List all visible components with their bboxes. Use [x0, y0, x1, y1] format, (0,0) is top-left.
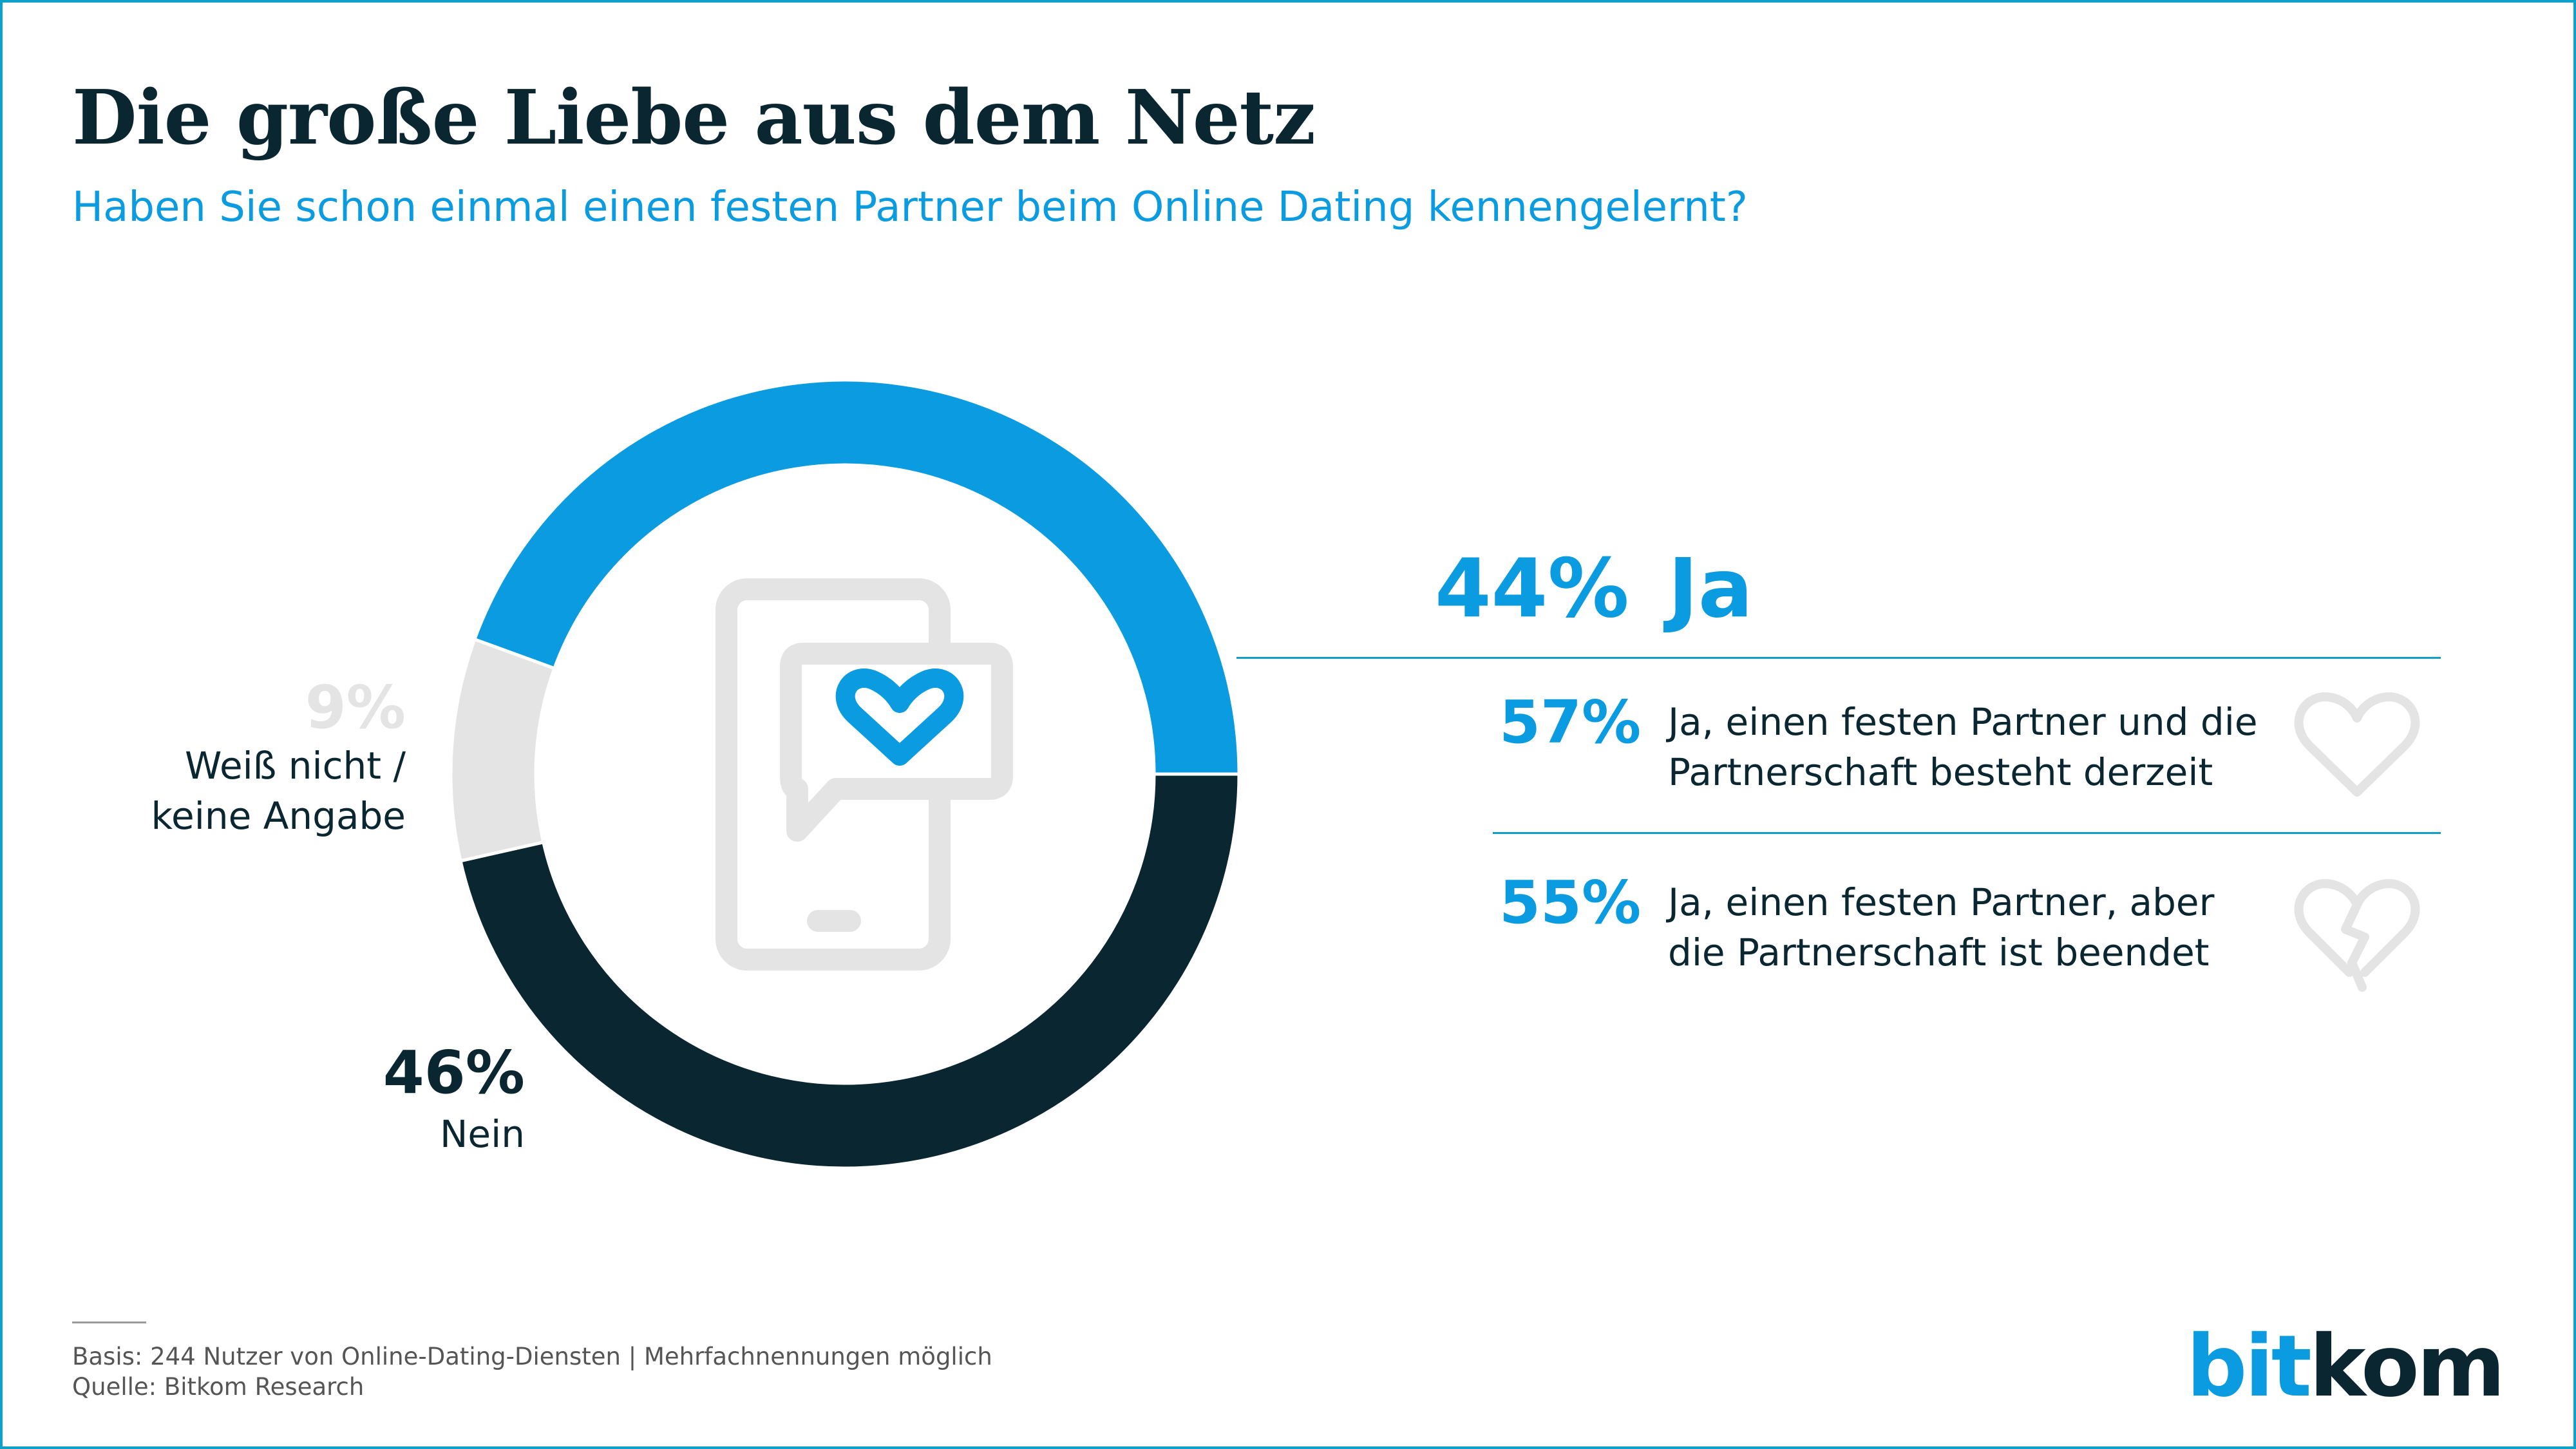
breakdown-divider-line [1493, 832, 2441, 834]
breakdown-1-text: Ja, einen festen Partner und die Partner… [1668, 697, 2258, 797]
logo-part-2: kom [2309, 1317, 2505, 1416]
weiss-nicht-percent: 9% [305, 673, 406, 742]
breakdown-1-percent: 57% [1499, 688, 1642, 757]
weiss-nicht-label: Weiß nicht / keine Angabe [151, 741, 406, 841]
donut-slice-weiss-nicht [449, 637, 557, 863]
logo-part-1: bit [2186, 1317, 2312, 1416]
heart-icon-center [835, 668, 964, 766]
ja-divider-line [1236, 657, 2441, 659]
breakdown-2-line2: die Partnerschaft ist beendet [1668, 931, 2210, 974]
ja-percent: 44% [1435, 541, 1629, 636]
bitkom-logo: bitkom [2186, 1317, 2505, 1416]
page-title: Die große Liebe aus dem Netz [72, 74, 1316, 162]
footer-basis: Basis: 244 Nutzer von Online-Dating-Dien… [72, 1343, 992, 1370]
page-subtitle: Haben Sie schon einmal einen festen Part… [72, 184, 1748, 231]
ja-label: Ja [1668, 541, 1753, 636]
weiss-nicht-label-line1: Weiß nicht / [185, 744, 406, 788]
phone-chat-icon [715, 578, 1013, 971]
footer-quelle: Quelle: Bitkom Research [72, 1373, 365, 1401]
footer-divider [72, 1321, 146, 1323]
broken-heart-icon [2294, 879, 2420, 992]
breakdown-1-line2: Partnerschaft besteht derzeit [1668, 750, 2213, 794]
heart-icon [2294, 692, 2420, 797]
breakdown-2-line1: Ja, einen festen Partner, aber [1668, 880, 2215, 924]
nein-percent: 46% [383, 1038, 525, 1107]
nein-label: Nein [440, 1112, 525, 1156]
donut-slice-nein [459, 772, 1241, 1170]
breakdown-2-text: Ja, einen festen Partner, aber die Partn… [1668, 877, 2214, 978]
breakdown-1-line1: Ja, einen festen Partner und die [1668, 700, 2258, 744]
weiss-nicht-label-line2: keine Angabe [151, 794, 406, 838]
breakdown-2-percent: 55% [1499, 868, 1642, 937]
donut-slice-ja [472, 378, 1241, 776]
